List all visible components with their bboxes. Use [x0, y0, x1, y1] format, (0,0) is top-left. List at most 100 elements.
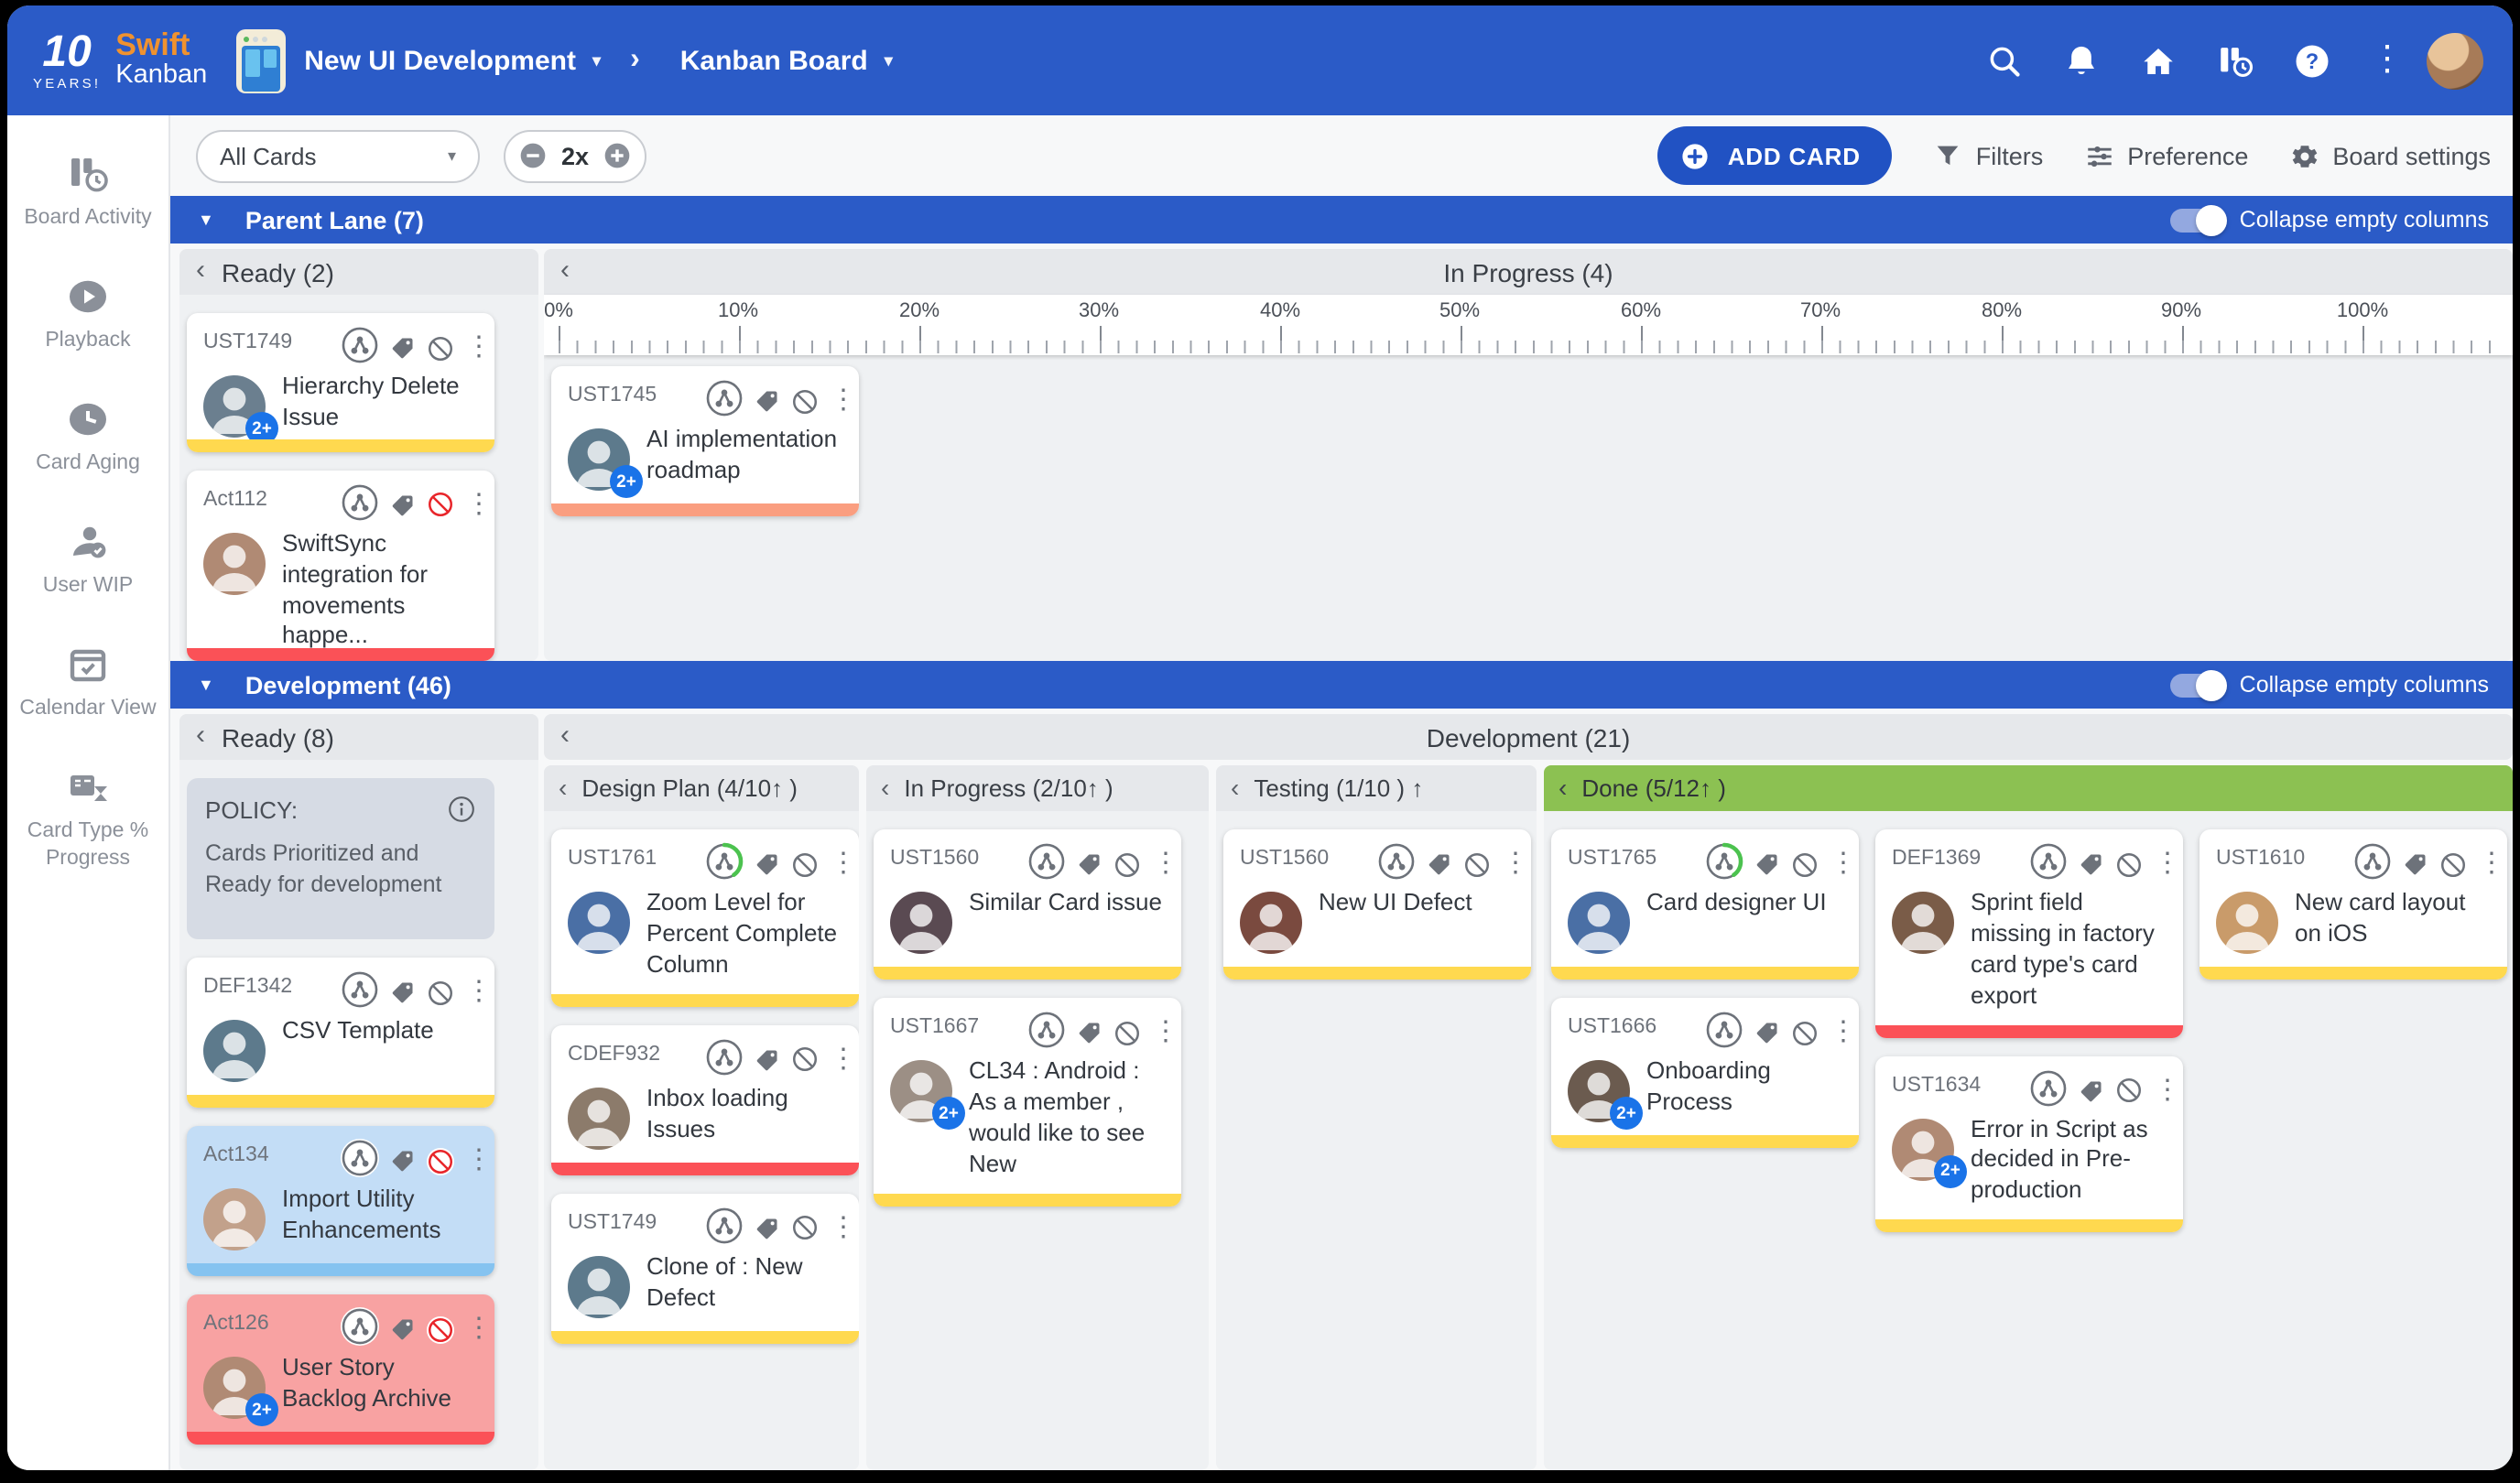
filters-button[interactable]: Filters [1932, 140, 2043, 171]
tag-icon[interactable] [1754, 1020, 1780, 1045]
notifications-bell-icon[interactable] [2062, 41, 2101, 80]
app-logo[interactable]: 10 YEARS! Swift Kanban [33, 29, 207, 91]
tag-icon[interactable] [755, 388, 780, 414]
collapse-column-icon[interactable]: ‹ [196, 254, 205, 286]
hierarchy-icon[interactable] [1705, 842, 1743, 881]
blocked-icon[interactable] [2115, 850, 2143, 878]
info-icon[interactable] [447, 795, 476, 824]
kanban-card[interactable]: Act134 ⋮ Import Utility Enhancements [187, 1126, 494, 1276]
card-menu-icon[interactable]: ⋮ [1502, 848, 1529, 879]
zoom-in-button[interactable] [603, 141, 632, 170]
kanban-card[interactable]: Act112 ⋮ SwiftSync integration for moveme… [187, 470, 494, 661]
blocked-icon[interactable] [1791, 1019, 1819, 1046]
blocked-icon[interactable] [427, 334, 454, 362]
kanban-card[interactable]: UST1667 ⋮ 2+ CL34 : Android : As a member … [874, 998, 1181, 1207]
kanban-card[interactable]: UST1765 ⋮ Card designer UI [1551, 829, 1859, 980]
tag-icon[interactable] [390, 1148, 416, 1174]
kanban-card[interactable]: UST1666 ⋮ 2+ Onboarding Process [1551, 998, 1859, 1148]
blocked-icon[interactable] [791, 850, 819, 878]
sidebar-item-user-wip[interactable]: User WIP [7, 520, 168, 601]
kanban-card[interactable]: DEF1369 ⋮ Sprint field missing in factory… [1875, 829, 2183, 1038]
zoom-out-button[interactable] [518, 141, 548, 170]
tag-icon[interactable] [755, 1046, 780, 1072]
sidebar-item-board-activity[interactable]: Board Activity [7, 152, 168, 233]
tag-icon[interactable] [1077, 851, 1102, 877]
tag-icon[interactable] [1077, 1020, 1102, 1045]
card-menu-icon[interactable]: ⋮ [465, 976, 493, 1007]
blocked-icon[interactable] [791, 1214, 819, 1241]
kanban-card[interactable]: UST1560 ⋮ Similar Card issue [874, 829, 1181, 980]
board-settings-button[interactable]: Board settings [2288, 140, 2491, 171]
card-menu-icon[interactable]: ⋮ [465, 1144, 493, 1175]
kanban-card[interactable]: UST1560 ⋮ New UI Defect [1223, 829, 1531, 980]
card-menu-icon[interactable]: ⋮ [2478, 848, 2505, 879]
hierarchy-icon[interactable] [1705, 1011, 1743, 1049]
blocked-icon[interactable] [791, 387, 819, 415]
collapse-column-icon[interactable]: ‹ [560, 254, 570, 286]
tag-icon[interactable] [390, 335, 416, 361]
card-menu-icon[interactable]: ⋮ [465, 1313, 493, 1344]
card-menu-icon[interactable]: ⋮ [830, 848, 857, 879]
card-menu-icon[interactable]: ⋮ [1152, 848, 1179, 879]
blocked-icon[interactable] [1113, 850, 1141, 878]
card-filter-dropdown[interactable]: All Cards ▾ [196, 129, 480, 182]
sidebar-item-calendar-view[interactable]: Calendar View [7, 643, 168, 723]
kanban-card[interactable]: UST1749 ⋮ Clone of : New Defect [551, 1193, 859, 1344]
hierarchy-icon[interactable] [2353, 842, 2392, 881]
more-menu-icon[interactable]: ⋮ [2370, 40, 2405, 79]
kanban-card[interactable]: UST1634 ⋮ 2+ Error in Script as decided in… [1875, 1055, 2183, 1233]
hierarchy-icon[interactable] [2029, 1068, 2068, 1107]
tag-icon[interactable] [2079, 851, 2104, 877]
collapse-column-icon[interactable]: ‹ [1559, 772, 1568, 801]
column-policy-card[interactable]: POLICY: Cards Prioritized and Ready for … [187, 778, 494, 939]
hierarchy-icon[interactable] [705, 1037, 744, 1076]
collapse-column-icon[interactable]: ‹ [559, 772, 568, 801]
home-icon[interactable] [2139, 41, 2178, 80]
sidebar-item-playback[interactable]: Playback [7, 275, 168, 355]
board-name-dropdown[interactable]: New UI Development ▾ [304, 45, 601, 76]
tag-icon[interactable] [1427, 851, 1452, 877]
blocked-icon[interactable] [1113, 1019, 1141, 1046]
collapse-column-icon[interactable]: ‹ [881, 772, 890, 801]
kanban-card[interactable]: UST1610 ⋮ New card layout on iOS [2200, 829, 2507, 980]
card-menu-icon[interactable]: ⋮ [830, 1211, 857, 1243]
card-menu-icon[interactable]: ⋮ [2154, 1074, 2181, 1106]
hierarchy-icon[interactable] [341, 970, 379, 1009]
add-card-button[interactable]: ADD CARD [1657, 126, 1892, 185]
card-menu-icon[interactable]: ⋮ [465, 331, 493, 363]
user-avatar[interactable] [2427, 32, 2483, 89]
hierarchy-icon[interactable] [341, 483, 379, 522]
hierarchy-icon[interactable] [705, 1206, 744, 1244]
tag-icon[interactable] [390, 493, 416, 518]
hierarchy-icon[interactable] [341, 1307, 379, 1346]
blocked-icon[interactable] [427, 1315, 454, 1343]
kanban-card[interactable]: UST1749 ⋮ 2+ Hierarchy Delete Issue [187, 313, 494, 452]
card-menu-icon[interactable]: ⋮ [830, 1043, 857, 1075]
hierarchy-icon[interactable] [1027, 842, 1066, 881]
hierarchy-icon[interactable] [2029, 842, 2068, 881]
kanban-card[interactable]: DEF1342 ⋮ CSV Template [187, 958, 494, 1108]
tag-icon[interactable] [755, 851, 780, 877]
hierarchy-icon[interactable] [705, 379, 744, 417]
blocked-icon[interactable] [2439, 850, 2467, 878]
collapse-empty-columns-toggle[interactable] [2169, 204, 2227, 235]
card-menu-icon[interactable]: ⋮ [1830, 1016, 1857, 1047]
blocked-icon[interactable] [2115, 1077, 2143, 1104]
lane-collapse-caret-icon[interactable]: ▼ [198, 211, 214, 229]
help-icon[interactable] [2293, 41, 2331, 80]
search-icon[interactable] [1985, 41, 2024, 80]
tag-icon[interactable] [1754, 851, 1780, 877]
card-menu-icon[interactable]: ⋮ [465, 488, 493, 520]
lane-collapse-caret-icon[interactable]: ▼ [198, 676, 214, 694]
collapse-empty-columns-toggle[interactable] [2169, 669, 2227, 700]
blocked-icon[interactable] [791, 1045, 819, 1073]
blocked-icon[interactable] [1463, 850, 1491, 878]
kanban-card[interactable]: CDEF932 ⋮ Inbox loading Issues [551, 1024, 859, 1175]
collapse-column-icon[interactable]: ‹ [560, 720, 570, 751]
tag-icon[interactable] [755, 1215, 780, 1240]
kanban-card[interactable]: UST1761 ⋮ Zoom Level for Percent Complete… [551, 829, 859, 1007]
tag-icon[interactable] [390, 980, 416, 1005]
card-menu-icon[interactable]: ⋮ [1830, 848, 1857, 879]
sidebar-item-card-type-progress[interactable]: Card Type % Progress [7, 764, 168, 872]
collapse-column-icon[interactable]: ‹ [1231, 772, 1240, 801]
